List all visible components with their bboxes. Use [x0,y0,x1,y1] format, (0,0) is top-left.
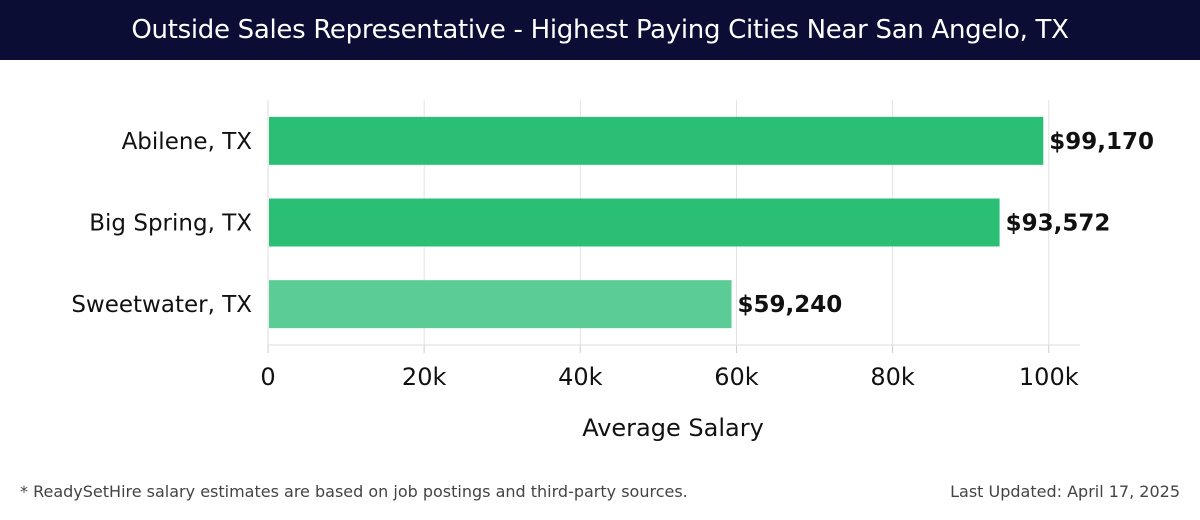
chart-title: Outside Sales Representative - Highest P… [131,15,1069,45]
bar [269,280,732,329]
x-tick-label: 20k [402,363,447,391]
x-tick-label: 80k [870,363,915,391]
title-bar: Outside Sales Representative - Highest P… [0,0,1200,60]
x-tick-label: 0 [260,363,275,391]
x-tick-label: 100k [1019,363,1079,391]
value-labels: $99,170 $93,572 $59,240 [738,129,1155,318]
category-label: Abilene, TX [122,129,253,155]
bar [269,198,1000,247]
value-label: $99,170 [1049,129,1154,155]
category-label: Big Spring, TX [89,211,252,237]
value-label: $93,572 [1006,211,1111,237]
bar [269,116,1044,165]
last-updated: Last Updated: April 17, 2025 [950,482,1180,501]
x-tick-labels: 0 20k 40k 60k 80k 100k [260,363,1078,391]
value-label: $59,240 [738,292,843,318]
x-axis-label: Average Salary [582,414,764,442]
x-tick-label: 60k [714,363,759,391]
bars [269,116,1044,329]
category-label: Sweetwater, TX [71,292,252,318]
x-tick-label: 40k [558,363,603,391]
category-labels: Abilene, TX Big Spring, TX Sweetwater, TX [71,129,252,318]
footer-note: * ReadySetHire salary estimates are base… [20,482,688,501]
